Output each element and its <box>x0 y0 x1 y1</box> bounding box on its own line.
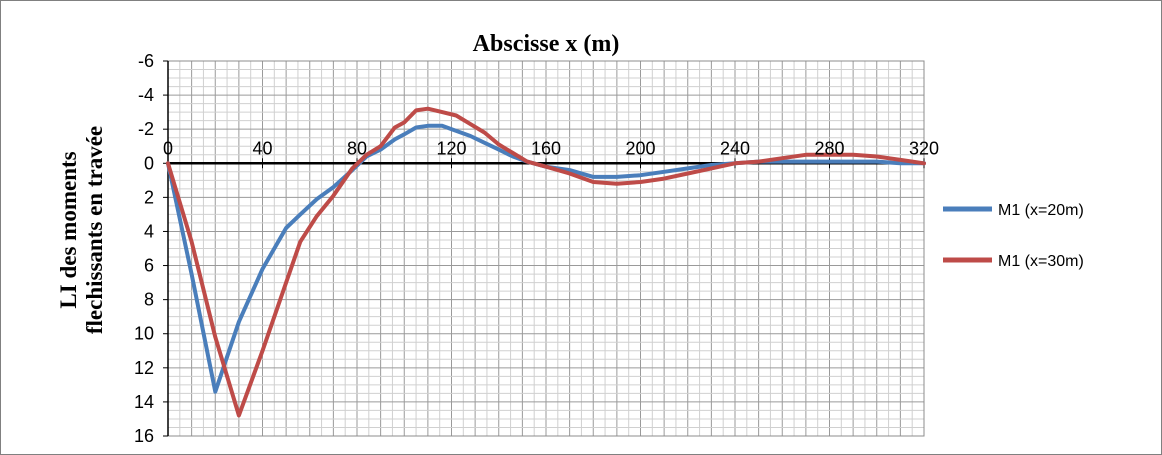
x-tick-label: 0 <box>163 138 173 158</box>
x-tick-label: 240 <box>720 138 750 158</box>
y-axis-label-line-2: flechissants en travée <box>82 126 107 334</box>
x-tick-label: 120 <box>436 138 466 158</box>
x-tick-label: 200 <box>625 138 655 158</box>
x-tick-label: 40 <box>252 138 272 158</box>
y-axis-label-line-1: LI des moments <box>56 151 81 308</box>
y-tick-label: 8 <box>144 290 154 310</box>
y-tick-label: 4 <box>144 221 154 241</box>
y-axis-label: LI des moments flechissants en travée <box>56 126 107 334</box>
x-tick-label: 320 <box>909 138 939 158</box>
y-tick-label: -2 <box>138 119 154 139</box>
chart-title: Abscisse x (m) <box>473 31 620 57</box>
y-tick-label: -4 <box>138 85 154 105</box>
y-tick-label: 12 <box>134 358 154 378</box>
y-tick-label: 10 <box>134 324 154 344</box>
y-tick-label: 2 <box>144 187 154 207</box>
x-tick-label: 160 <box>531 138 561 158</box>
y-tick-label: 6 <box>144 256 154 276</box>
x-tick-label: 280 <box>814 138 844 158</box>
y-tick-label: 0 <box>144 153 154 173</box>
x-tick-label: 80 <box>347 138 367 158</box>
y-tick-label: 14 <box>134 392 154 412</box>
y-tick-label: -6 <box>138 51 154 71</box>
legend: M1 (x=20m) M1 (x=30m) <box>943 202 1084 270</box>
grid <box>167 60 925 437</box>
series-line-2 <box>166 106 926 418</box>
legend-label-1: M1 (x=20m) <box>998 202 1084 219</box>
series-lines <box>166 106 926 418</box>
legend-label-2: M1 (x=30m) <box>998 253 1084 270</box>
y-tick-label: 16 <box>134 426 154 446</box>
